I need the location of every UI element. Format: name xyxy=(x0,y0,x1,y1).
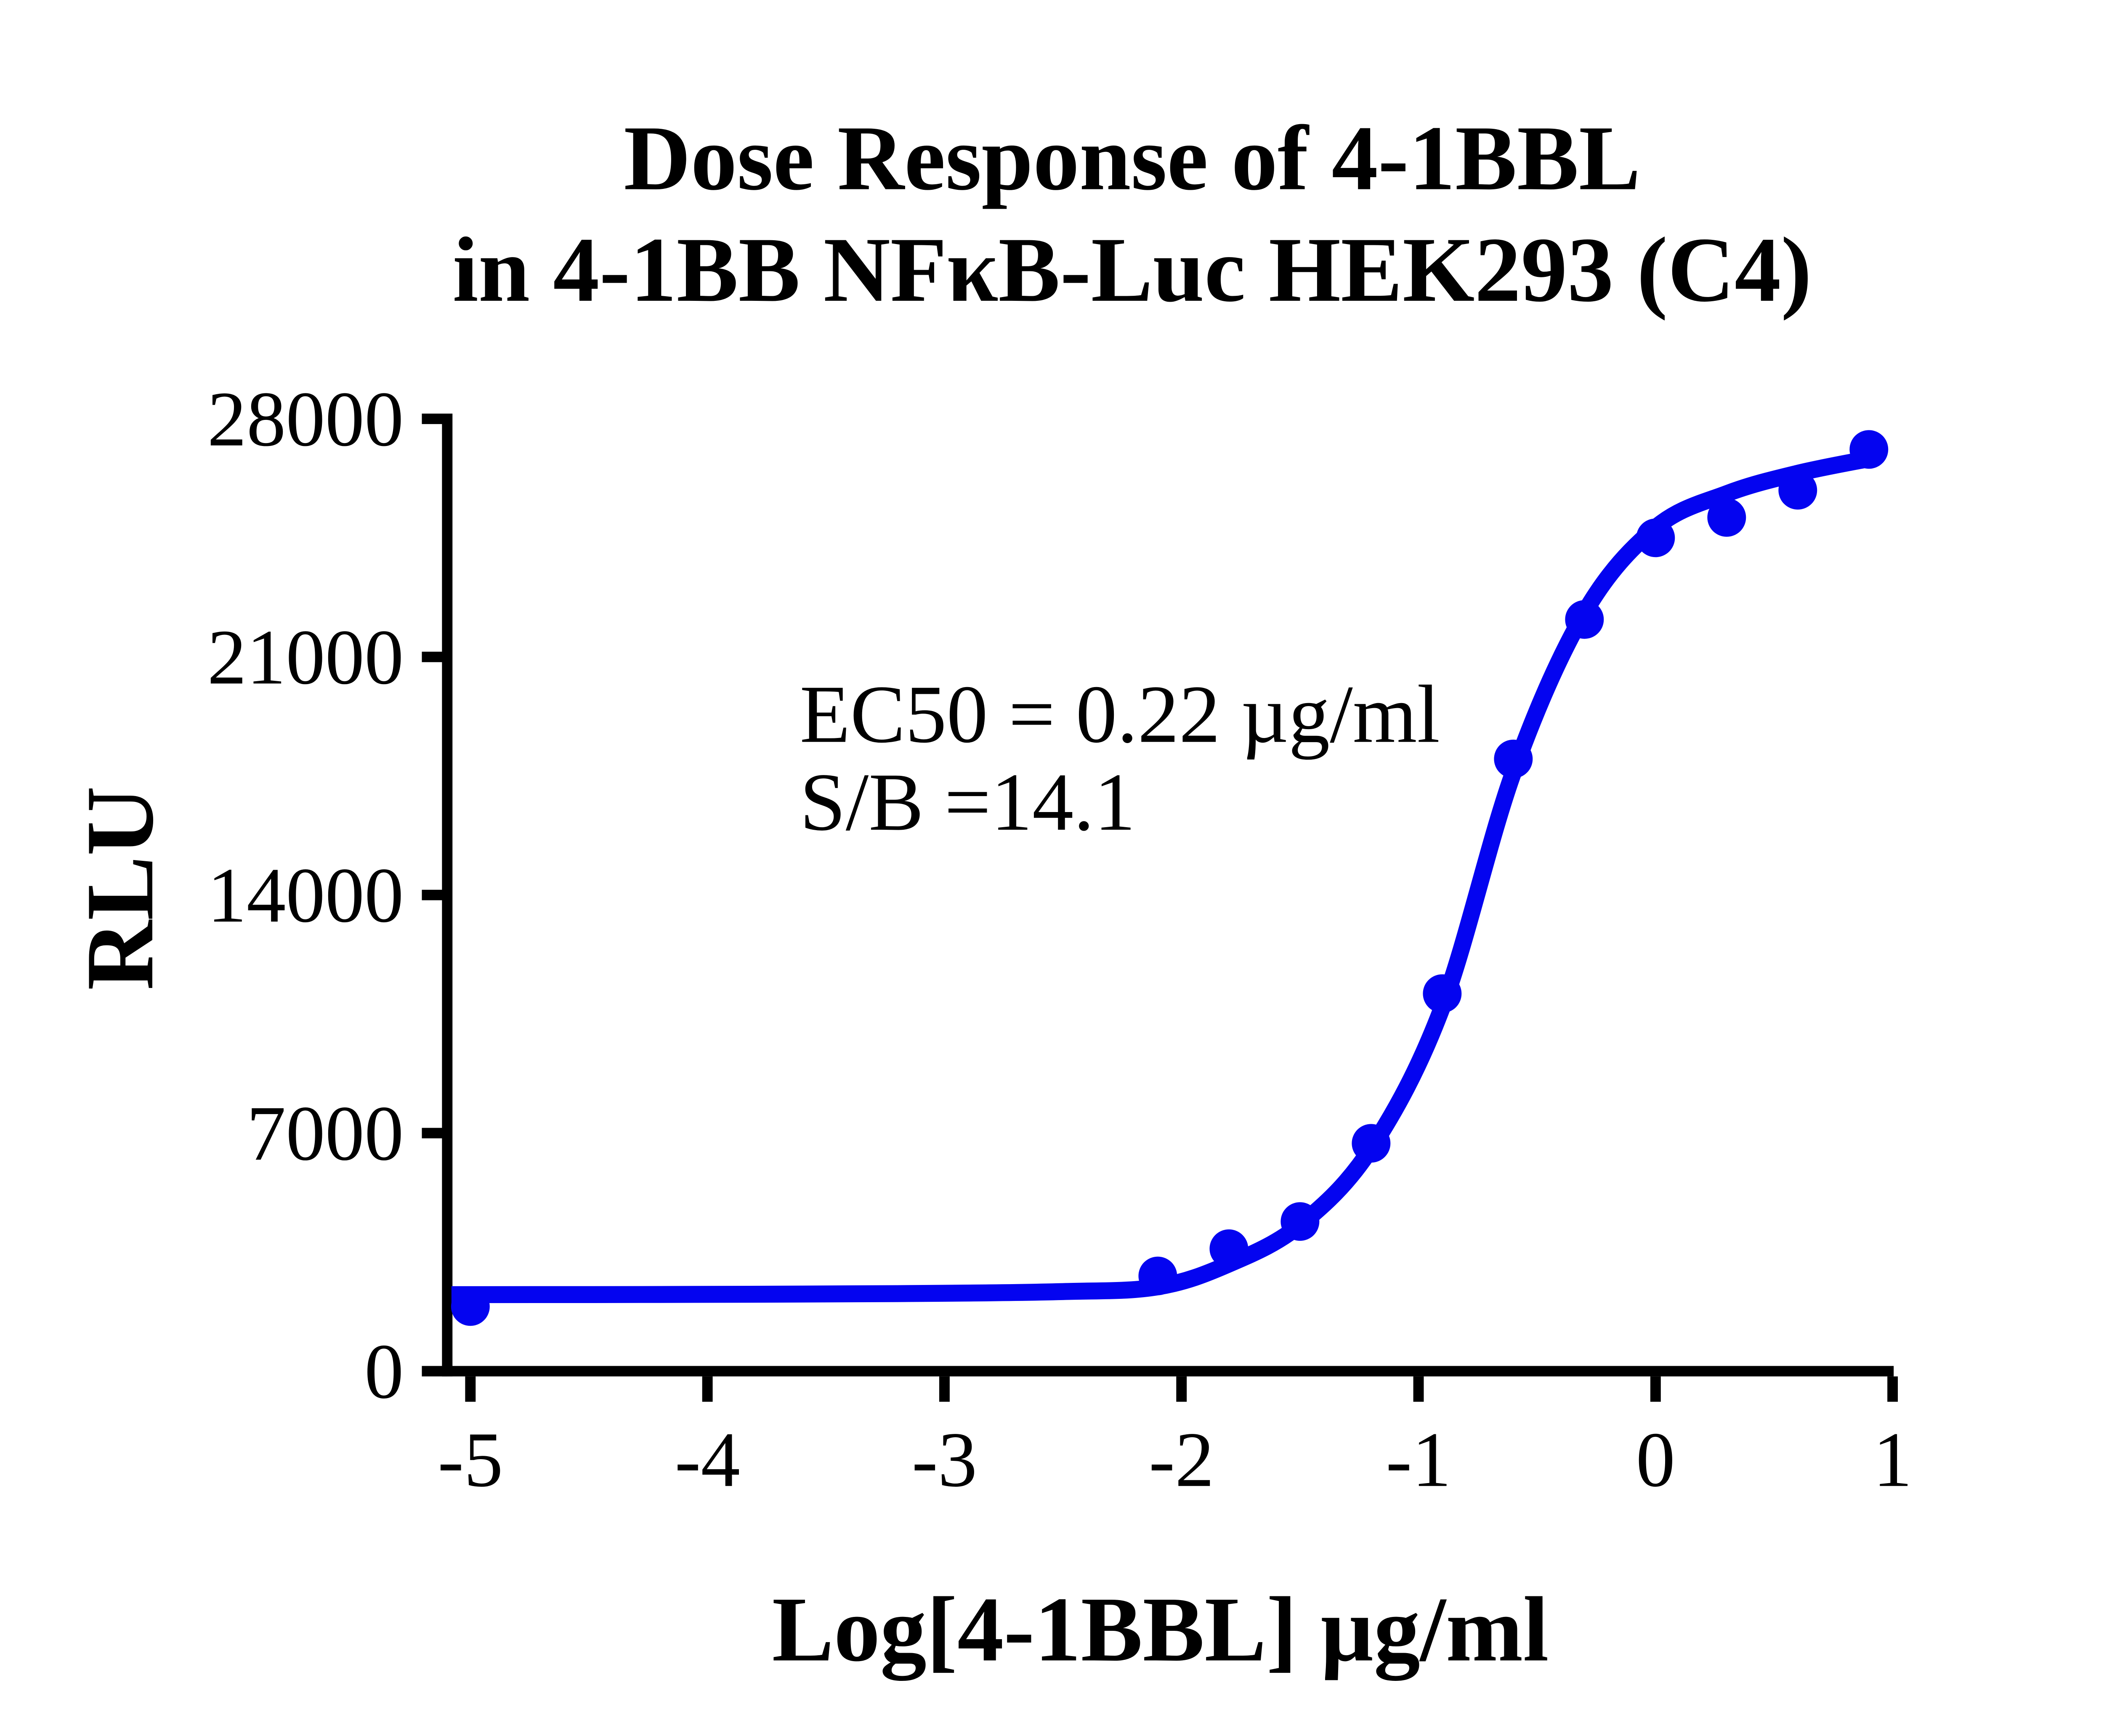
x-tick-label: -3 xyxy=(912,1417,978,1503)
data-point xyxy=(1565,600,1604,639)
fit-curve xyxy=(451,449,1876,1303)
data-point xyxy=(1636,518,1675,557)
data-point xyxy=(1778,471,1817,510)
y-tick-label: 28000 xyxy=(207,376,404,463)
data-point xyxy=(1138,1256,1177,1295)
data-point xyxy=(1707,498,1746,537)
chart-title-line1: Dose Response of 4-1BBL xyxy=(624,107,1640,210)
data-points xyxy=(451,430,1889,1326)
x-tick-label: -1 xyxy=(1386,1417,1451,1503)
data-point xyxy=(1209,1229,1249,1268)
y-axis-title: RLU xyxy=(66,786,173,990)
sb-annotation: S/B =14.1 xyxy=(800,757,1136,848)
chart-title-line2: in 4-1BB NFκB-Luc HEK293 (C4) xyxy=(453,218,1812,321)
data-point xyxy=(1849,430,1889,469)
data-point xyxy=(1352,1124,1391,1163)
x-tick-label: -4 xyxy=(675,1417,740,1503)
y-tick-label: 21000 xyxy=(207,614,404,701)
x-tick-label: -5 xyxy=(438,1417,503,1503)
x-tick-label: -2 xyxy=(1149,1417,1214,1503)
data-point xyxy=(1494,739,1533,778)
x-tick-label: 0 xyxy=(1636,1417,1675,1503)
dose-response-curve xyxy=(451,449,1876,1303)
axes: 0 7000 14000 21000 28000 -5 -4 -3 -2 -1 0 1 xyxy=(207,376,1913,1503)
y-tick-label: 14000 xyxy=(207,852,404,939)
data-point xyxy=(1280,1202,1320,1241)
y-tick-label: 0 xyxy=(364,1328,404,1415)
x-axis-title: Log[4-1BBL] µg/ml xyxy=(772,1578,1549,1681)
y-tick-label: 7000 xyxy=(247,1090,404,1177)
data-point xyxy=(451,1287,490,1326)
ec50-annotation: EC50 = 0.22 µg/ml xyxy=(800,669,1440,760)
x-tick-label: 1 xyxy=(1873,1417,1912,1503)
data-point xyxy=(1423,974,1462,1013)
